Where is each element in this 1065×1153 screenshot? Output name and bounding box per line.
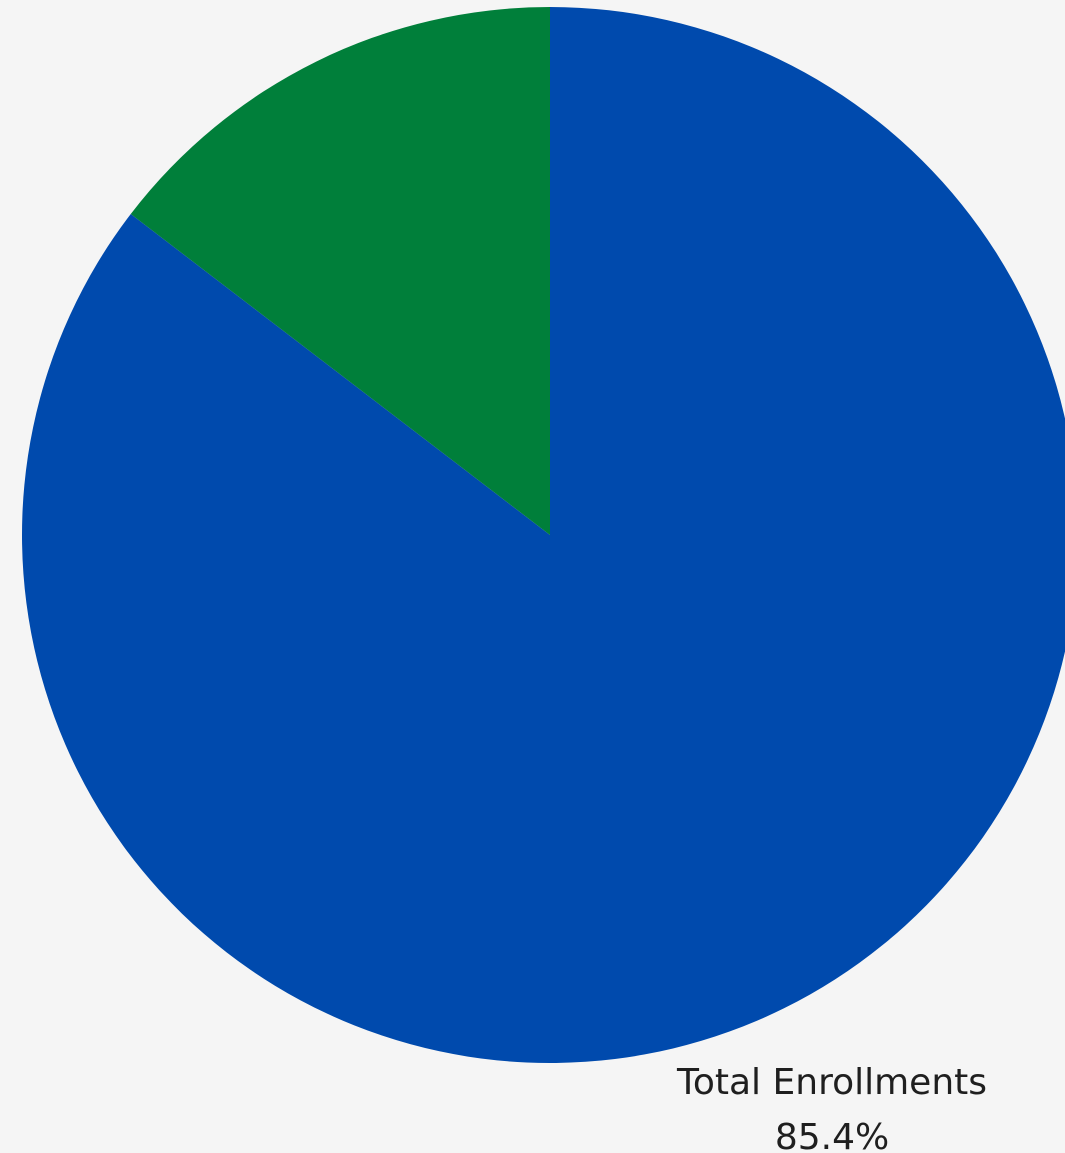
pie-slice-1	[22, 7, 1065, 1063]
pie-slices	[22, 7, 1065, 1063]
pie-slice-2	[130, 7, 550, 535]
slice-category-label: Total Enrollments	[676, 1062, 987, 1103]
pie-labels: Total Enrollments 85.4%	[676, 1062, 987, 1153]
slice-value-label: 85.4%	[775, 1117, 889, 1153]
